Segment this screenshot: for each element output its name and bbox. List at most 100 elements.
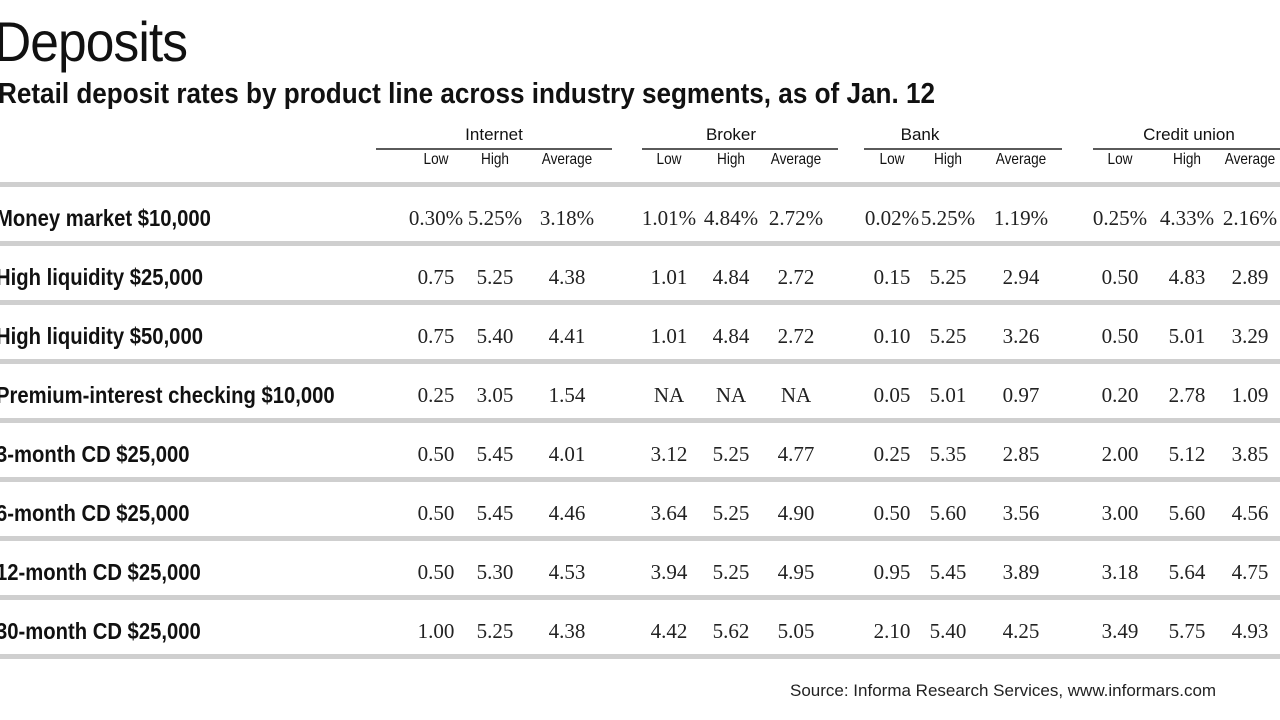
segment-header: Bank — [900, 125, 940, 144]
table-cell: 4.46 — [548, 501, 586, 525]
table-cell: 4.38 — [548, 619, 586, 643]
table-cell: NA — [653, 383, 685, 407]
table-cell: 3.85 — [1231, 442, 1269, 466]
table-cell: 0.95 — [873, 560, 911, 584]
table-cell: 0.30% — [408, 206, 464, 230]
row-label: 12-month CD $25,000 — [0, 559, 201, 585]
table-cell: 0.10 — [873, 324, 911, 348]
table-cell: 5.25 — [929, 265, 967, 289]
row-separator — [0, 595, 1280, 600]
column-header: Average — [541, 151, 593, 168]
row-separator — [0, 300, 1280, 305]
table-cell: 2.16% — [1222, 206, 1278, 230]
table-cell: 4.77 — [777, 442, 815, 466]
row-label: Premium-interest checking $10,000 — [0, 382, 335, 408]
table-cell: 2.89 — [1231, 265, 1269, 289]
table-cell: 1.54 — [548, 383, 586, 407]
table-cell: 0.50 — [1101, 324, 1139, 348]
table-cell: 5.12 — [1168, 442, 1206, 466]
table-cell: 5.25 — [712, 501, 750, 525]
table-cell: 4.84% — [703, 206, 759, 230]
segment-header-rule — [864, 148, 1062, 150]
table-cell: 4.84 — [712, 265, 750, 289]
table-cell: NA — [715, 383, 747, 407]
table-cell: 5.45 — [929, 560, 967, 584]
table-cell: 2.72 — [777, 324, 815, 348]
segment-header: Internet — [465, 125, 523, 144]
table-cell: 5.25 — [712, 560, 750, 584]
table-cell: 0.50 — [873, 501, 911, 525]
table-cell: 4.01 — [548, 442, 586, 466]
table-cell: 3.12 — [650, 442, 688, 466]
table-cell: 1.01 — [650, 324, 688, 348]
table-cell: 5.64 — [1168, 560, 1206, 584]
table-cell: 4.84 — [712, 324, 750, 348]
table-cell: 5.25 — [476, 619, 514, 643]
table-cell: 5.25% — [920, 206, 976, 230]
table-cell: 5.60 — [1168, 501, 1206, 525]
table-cell: 0.25 — [417, 383, 455, 407]
segment-header-rule — [1093, 148, 1280, 150]
page-subtitle: Retail deposit rates by product line acr… — [0, 78, 935, 110]
table-cell: 5.25 — [476, 265, 514, 289]
table-cell: 2.72% — [768, 206, 824, 230]
column-header: Low — [879, 151, 905, 168]
table-cell: 4.33% — [1159, 206, 1215, 230]
table-cell: 5.01 — [929, 383, 967, 407]
row-separator — [0, 359, 1280, 364]
table-cell: 3.29 — [1231, 324, 1269, 348]
table-cell: 4.25 — [1002, 619, 1040, 643]
table-cell: 5.62 — [712, 619, 750, 643]
row-separator — [0, 654, 1280, 659]
table-cell: 5.45 — [476, 501, 514, 525]
table-cell: 3.05 — [476, 383, 514, 407]
table-cell: 0.15 — [873, 265, 911, 289]
table-cell: 0.25% — [1092, 206, 1148, 230]
table-cell: 0.50 — [417, 442, 455, 466]
table-cell: 0.02% — [864, 206, 920, 230]
table-cell: 5.35 — [929, 442, 967, 466]
table-cell: 4.90 — [777, 501, 815, 525]
table-cell: 5.01 — [1168, 324, 1206, 348]
table-cell: 4.93 — [1231, 619, 1269, 643]
segment-header: Credit union — [1143, 125, 1235, 144]
table-cell: NA — [780, 383, 812, 407]
table-cell: 0.50 — [417, 560, 455, 584]
row-label: 6-month CD $25,000 — [0, 500, 190, 526]
column-header: Low — [656, 151, 682, 168]
table-cell: 2.78 — [1168, 383, 1206, 407]
table-cell: 1.01% — [641, 206, 697, 230]
table-cell: 5.05 — [777, 619, 815, 643]
table-cell: 4.41 — [548, 324, 586, 348]
table-cell: 3.64 — [650, 501, 688, 525]
table-cell: 1.01 — [650, 265, 688, 289]
column-header: Average — [1224, 151, 1276, 168]
row-label: 3-month CD $25,000 — [0, 441, 190, 467]
table-cell: 3.89 — [1002, 560, 1040, 584]
table-cell: 5.60 — [929, 501, 967, 525]
table-cell: 5.40 — [476, 324, 514, 348]
row-label: High liquidity $25,000 — [0, 264, 203, 290]
page-title: Deposits — [0, 10, 188, 73]
table-cell: 0.75 — [417, 265, 455, 289]
table-cell: 5.75 — [1168, 619, 1206, 643]
table-cell: 4.83 — [1168, 265, 1206, 289]
table-cell: 3.18 — [1101, 560, 1139, 584]
column-header: High — [1173, 151, 1201, 168]
table-cell: 5.25 — [712, 442, 750, 466]
table-cell: 1.00 — [417, 619, 455, 643]
table-cell: 5.30 — [476, 560, 514, 584]
segment-header: Broker — [705, 125, 757, 144]
table-cell: 0.25 — [873, 442, 911, 466]
table-cell: 5.45 — [476, 442, 514, 466]
table-cell: 0.05 — [873, 383, 911, 407]
row-separator — [0, 418, 1280, 423]
row-separator — [0, 241, 1280, 246]
column-header: Average — [995, 151, 1047, 168]
table-cell: 1.19% — [993, 206, 1049, 230]
table-cell: 4.75 — [1231, 560, 1269, 584]
table-cell: 0.97 — [1002, 383, 1040, 407]
table-cell: 2.94 — [1002, 265, 1040, 289]
table-cell: 4.42 — [650, 619, 688, 643]
